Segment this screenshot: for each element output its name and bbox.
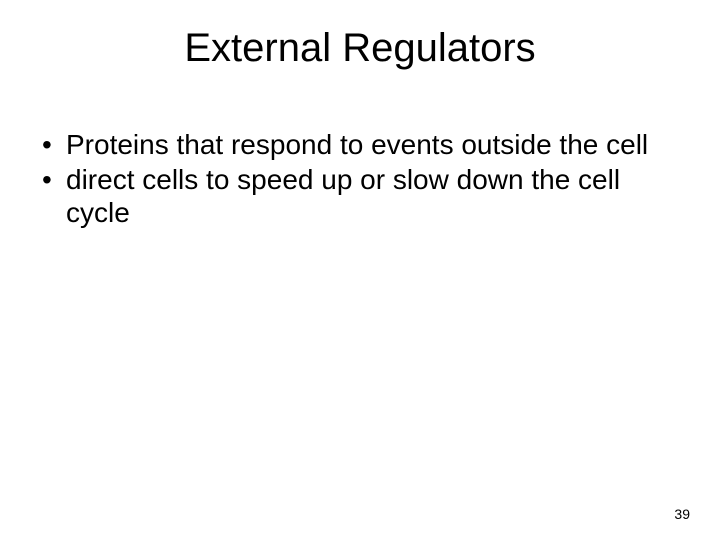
list-item: direct cells to speed up or slow down th…	[36, 163, 680, 229]
bullet-list: Proteins that respond to events outside …	[36, 128, 680, 229]
slide-title: External Regulators	[0, 26, 720, 71]
list-item: Proteins that respond to events outside …	[36, 128, 680, 161]
slide-body: Proteins that respond to events outside …	[36, 128, 680, 231]
slide: External Regulators Proteins that respon…	[0, 0, 720, 540]
page-number: 39	[674, 506, 690, 522]
